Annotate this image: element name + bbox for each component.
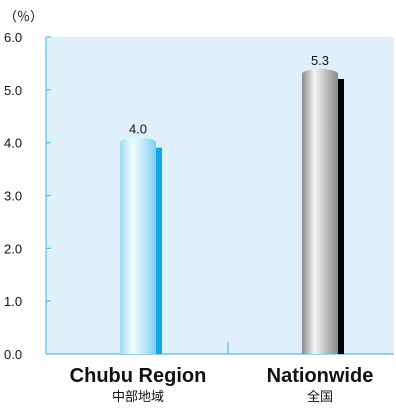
- x-category-label-ja: 中部地域: [112, 390, 164, 405]
- x-category-label: Nationwide: [267, 365, 374, 387]
- y-axis: 0.0 1.0 2.0 3.0 4.0 5.0 6.0: [4, 30, 394, 362]
- x-category-label: Chubu Region: [70, 365, 207, 387]
- y-tick-label: 6.0: [4, 30, 22, 45]
- bar-shadow: [156, 147, 162, 354]
- category-labels: 4.0 Chubu Region 中部地域 5.3 Nationwide 全国: [70, 53, 374, 405]
- x-category-label-ja: 全国: [307, 389, 333, 405]
- bar-value-label: 5.3: [311, 53, 329, 68]
- bar: [120, 142, 156, 354]
- y-tick-label: 2.0: [4, 241, 22, 256]
- bar-value-label: 4.0: [129, 122, 147, 137]
- y-tick-label: 0.0: [4, 347, 22, 362]
- bar-shadow: [338, 78, 344, 354]
- bar: [302, 73, 338, 354]
- bar-top-cap: [302, 68, 338, 79]
- y-tick-label: 5.0: [4, 83, 22, 98]
- bars: [120, 68, 344, 354]
- y-tick-label: 4.0: [4, 136, 22, 151]
- y-tick-label: 1.0: [4, 294, 22, 309]
- bar-top-cap: [120, 137, 156, 148]
- y-tick-label: 3.0: [4, 189, 22, 204]
- y-axis-unit-label: （％）: [4, 9, 43, 24]
